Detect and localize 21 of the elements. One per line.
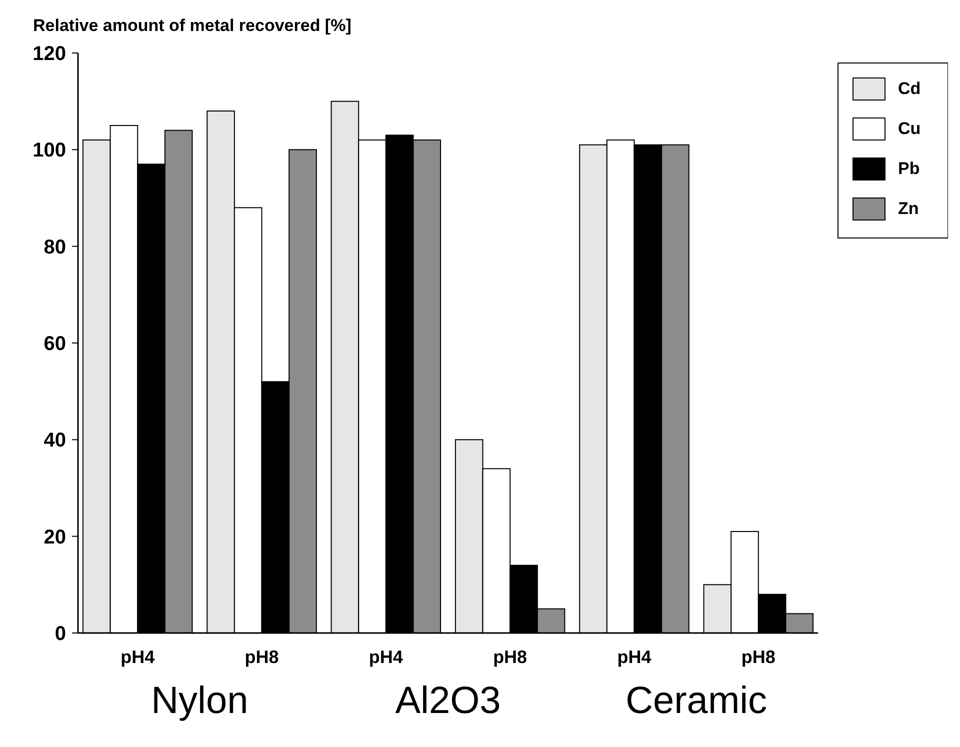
y-axis-title: Relative amount of metal recovered [%] (33, 16, 352, 35)
y-tick-label: 20 (44, 526, 66, 548)
x-tick-label: pH4 (617, 647, 652, 667)
text: Al2O3 (395, 680, 501, 722)
y-tick-label: 60 (44, 333, 66, 355)
y-tick-label: 40 (44, 430, 66, 452)
y-tick-label: 120 (32, 43, 66, 65)
x-tick-label: pH8 (493, 647, 528, 667)
x-tick-label: pH4 (120, 647, 155, 667)
x-tick-label: pH8 (741, 647, 776, 667)
x-tick-label: pH4 (368, 647, 403, 667)
legend-label: Cd (898, 79, 921, 98)
text: Ceramic (626, 680, 768, 722)
legend-label: Pb (898, 159, 920, 178)
legend-label: Cu (898, 119, 921, 138)
x-tick-label: pH8 (244, 647, 279, 667)
legend-label: Zn (898, 199, 919, 218)
y-tick-label: 100 (32, 140, 66, 162)
y-tick-label: 80 (44, 236, 66, 258)
text: Nylon (151, 680, 248, 722)
y-tick-label: 0 (54, 623, 66, 645)
